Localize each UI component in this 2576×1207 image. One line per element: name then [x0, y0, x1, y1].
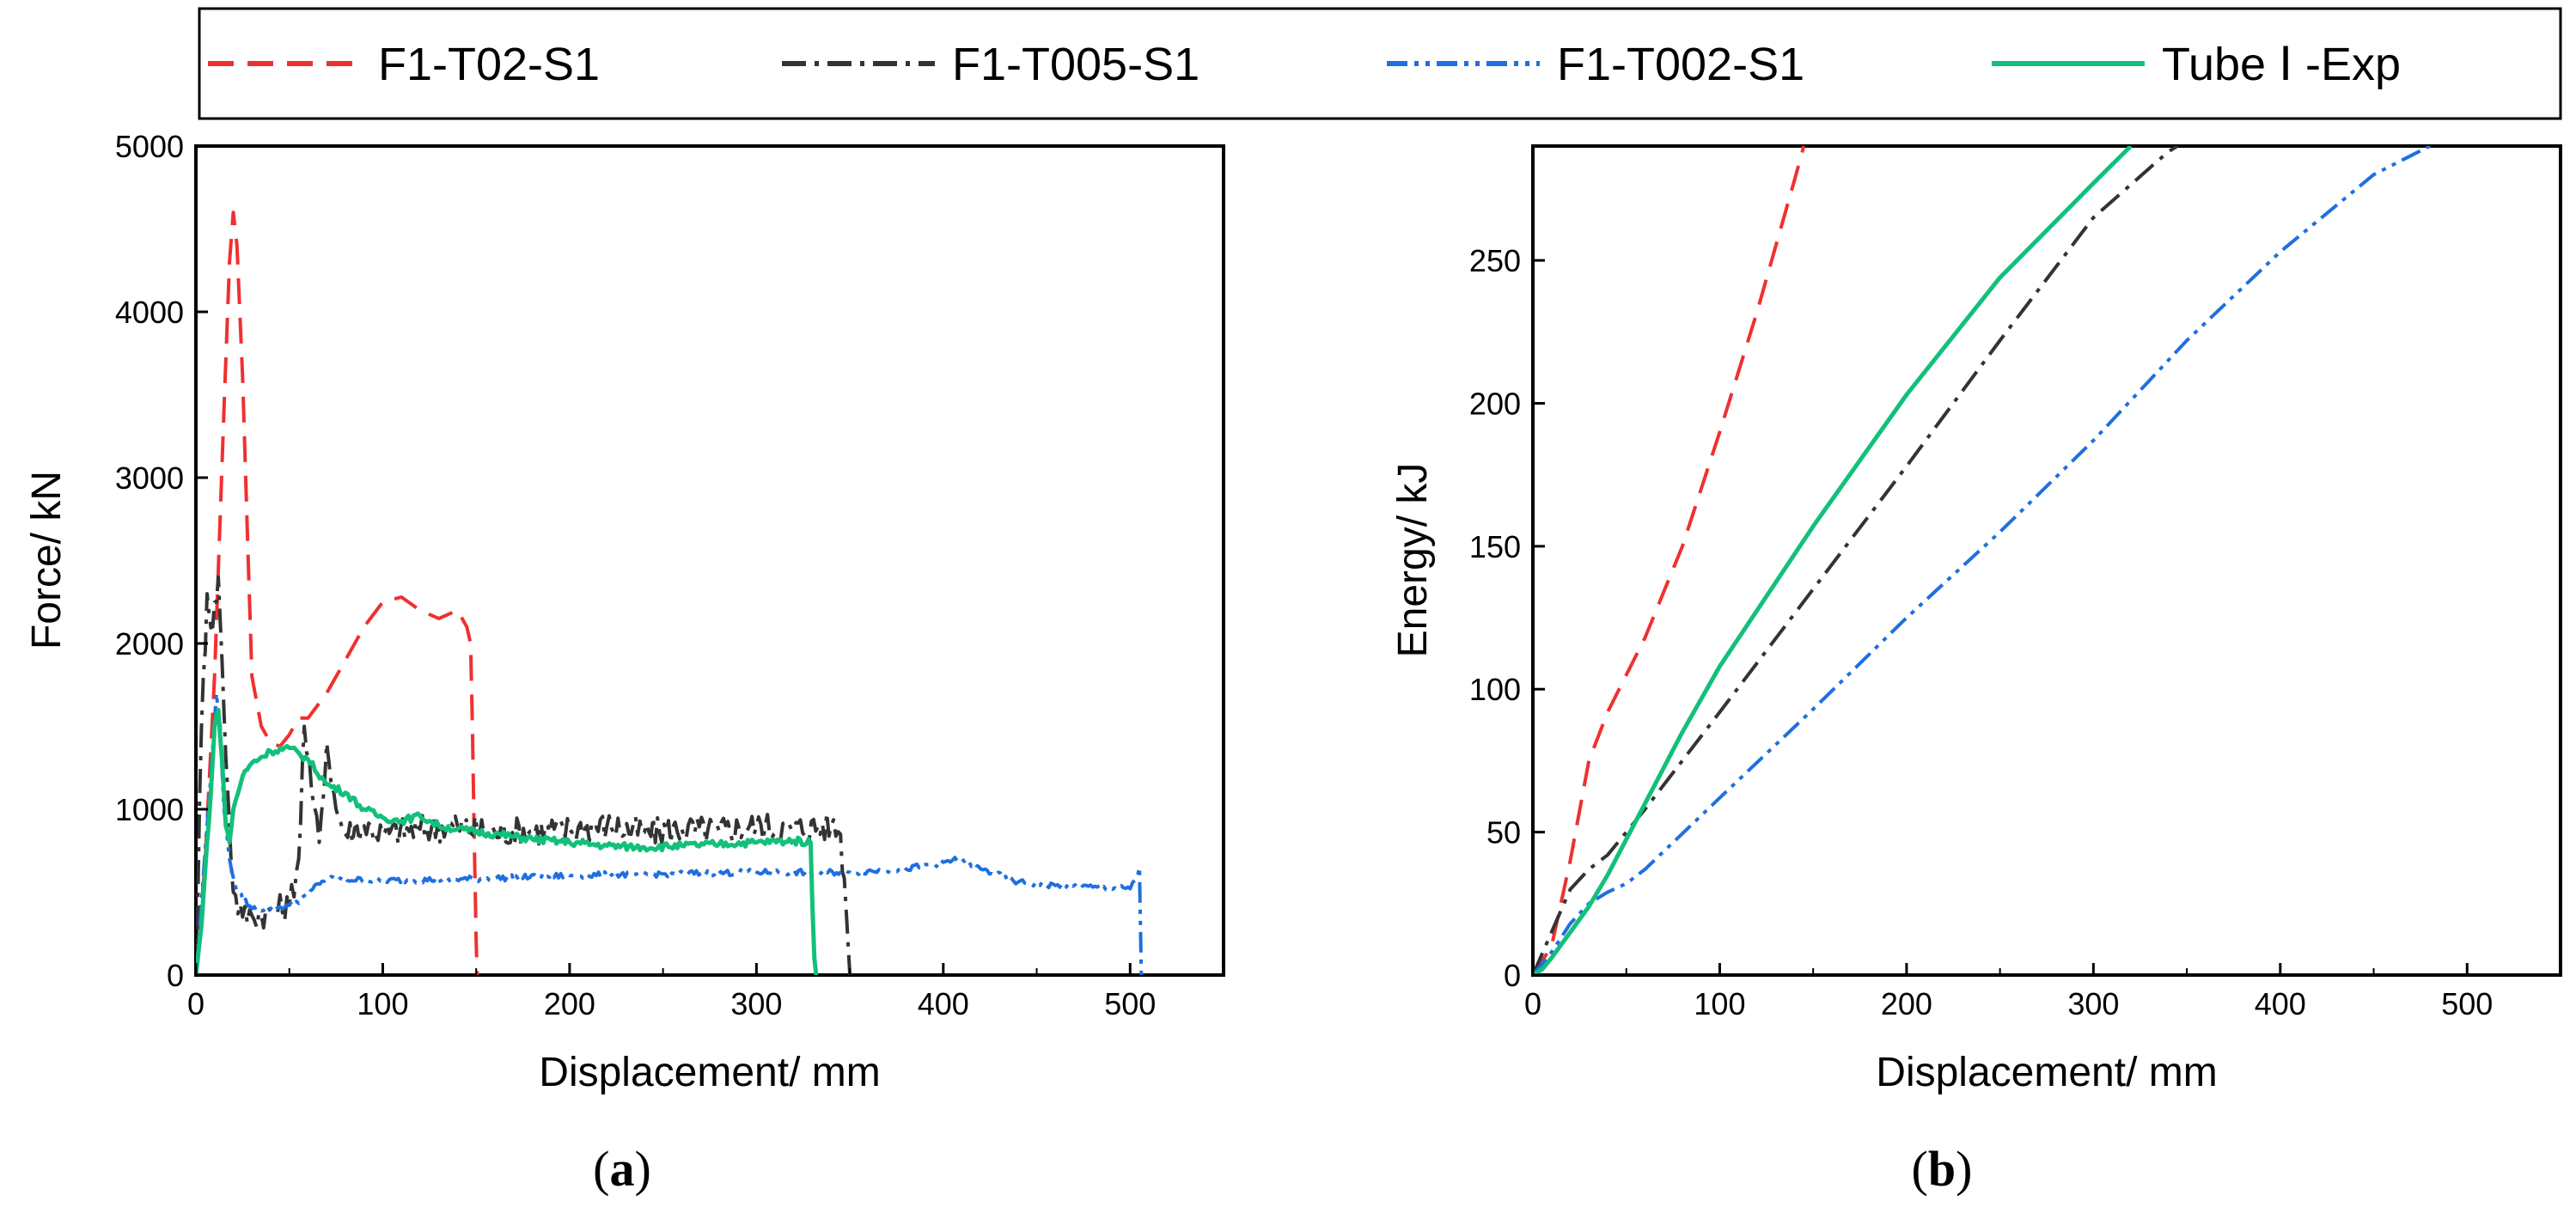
panel-a-force-chart: 0 100 200 300 400 500 0 1000 2000 3000 4000 5000 D… [24, 129, 1225, 1197]
panel-a-x-tick-label: 300 [730, 986, 782, 1021]
panel-b-series-f1-t02-s1 [1533, 146, 1806, 975]
panel-a-series-f1-t005-s1 [196, 575, 852, 975]
panel-b-y-tick-label: 200 [1469, 386, 1521, 421]
panel-a-x-tick-label: 100 [357, 986, 408, 1021]
panel-a-series-tube-exp [196, 707, 819, 975]
panel-a-y-tick-label: 0 [167, 958, 184, 993]
panel-a-y-axis-ticks: 0 1000 2000 3000 4000 5000 [115, 129, 208, 993]
panel-a-y-tick-label: 3000 [115, 460, 184, 496]
panel-b-x-tick-label: 300 [2067, 986, 2119, 1021]
panel-b-series [1533, 146, 2431, 975]
panel-b-y-axis-label: Energy/ kJ [1390, 463, 1436, 658]
panel-b-x-axis-label: Displacement/ mm [1876, 1050, 2217, 1095]
panel-b-plot-frame [1531, 144, 2562, 977]
panel-b-y-tick-label: 0 [1504, 958, 1521, 993]
panel-a-x-axis-ticks: 0 100 200 300 400 500 [187, 963, 1156, 1021]
legend-label-tube-exp: Tube Ⅰ -Exp [2162, 39, 2401, 90]
panel-a-series [196, 210, 1144, 975]
panel-a-x-tick-label: 400 [918, 986, 969, 1021]
legend-label-f1-t002-s1: F1-T002-S1 [1557, 39, 1804, 90]
panel-b-energy-chart: 0 100 200 300 400 500 0 50 100 150 200 250 Displac… [1390, 144, 2562, 1197]
panel-b-y-tick-label: 50 [1486, 815, 1521, 850]
panel-a-y-tick-label: 1000 [115, 792, 184, 827]
panel-a-series-f1-t02-s1 [196, 210, 479, 975]
legend: F1-T02-S1 F1-T005-S1 F1-T002-S1 Tube Ⅰ -Exp [198, 7, 2562, 120]
panel-a-y-axis-label: Force/ kN [24, 471, 70, 649]
panel-b-x-tick-label: 200 [1881, 986, 1932, 1021]
panel-a-series-f1-t002-s1 [196, 691, 1144, 975]
panel-a-x-tick-label: 200 [544, 986, 595, 1021]
panel-a-y-tick-label: 5000 [115, 129, 184, 164]
panel-b-y-axis-ticks: 0 50 100 150 200 250 [1469, 243, 1545, 993]
panel-a-x-tick-label: 500 [1104, 986, 1156, 1021]
panel-a-x-tick-label: 0 [187, 986, 204, 1021]
legend-label-f1-t005-s1: F1-T005-S1 [952, 39, 1199, 90]
legend-box [198, 7, 2562, 120]
panel-b-series-tube-exp [1533, 146, 2133, 975]
panel-b-x-axis-ticks: 0 100 200 300 400 500 [1524, 963, 2493, 1021]
panel-a-plot-frame [194, 144, 1225, 977]
panel-b-series-f1-t005-s1 [1533, 146, 2179, 975]
panel-b-y-tick-label: 100 [1469, 672, 1521, 707]
panel-a-x-axis-label: Displacement/ mm [539, 1050, 880, 1095]
panel-b-x-tick-label: 400 [2255, 986, 2306, 1021]
panel-a-y-tick-label: 4000 [115, 295, 184, 330]
panel-b-x-tick-label: 100 [1694, 986, 1745, 1021]
legend-label-f1-t02-s1: F1-T02-S1 [378, 39, 600, 90]
panel-b-y-tick-label: 150 [1469, 529, 1521, 564]
panel-a-y-tick-label: 2000 [115, 626, 184, 661]
panel-b-x-tick-label: 0 [1524, 986, 1541, 1021]
panel-b-x-tick-label: 500 [2441, 986, 2493, 1021]
panel-b-series-f1-t002-s1 [1533, 146, 2431, 975]
panel-a-label: (a) [593, 1141, 651, 1197]
panel-b-label: (b) [1912, 1141, 1973, 1197]
panel-b-y-tick-label: 250 [1469, 243, 1521, 278]
